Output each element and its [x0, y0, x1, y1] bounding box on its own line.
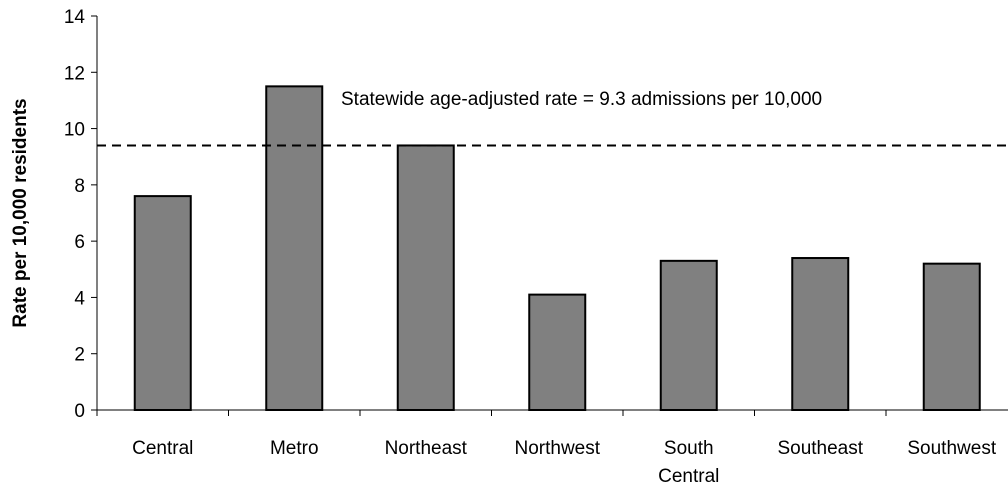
- bar-southeast: [791, 257, 850, 411]
- reference-line-layer: Statewide age-adjusted rate = 9.3 admiss…: [97, 89, 1008, 147]
- x-tick-label: Southeast: [777, 438, 863, 459]
- y-tick-label: 4: [74, 288, 85, 309]
- x-tick-label: Central: [658, 466, 719, 487]
- bar-south-central: [659, 259, 718, 412]
- y-tick-label: 6: [74, 232, 85, 253]
- x-tick-label: Northeast: [385, 438, 468, 459]
- bars-layer: [133, 85, 981, 412]
- y-tick-label: 0: [74, 401, 85, 422]
- x-tick-label: Southwest: [907, 438, 996, 459]
- x-tick-label: Metro: [270, 438, 319, 459]
- y-tick-label: 12: [64, 63, 85, 84]
- y-axis-label: Rate per 10,000 residents: [10, 98, 31, 327]
- y-tick-label: 2: [74, 345, 85, 366]
- y-tick-label: 14: [64, 7, 86, 28]
- statewide-rate-annotation: Statewide age-adjusted rate = 9.3 admiss…: [341, 89, 822, 110]
- y-tick-label: 10: [64, 120, 85, 141]
- x-tick-label: South: [664, 438, 714, 459]
- bar-southwest: [922, 262, 981, 411]
- bar-metro: [265, 85, 324, 411]
- bar-northwest: [528, 293, 587, 411]
- y-tick-label: 8: [74, 176, 85, 197]
- bar-northeast: [396, 144, 455, 411]
- x-tick-label: Central: [132, 438, 193, 459]
- x-tick-label: Northwest: [514, 438, 600, 459]
- axes-layer: 0 2 4 6 8 10 12 14 Central Metro Northeast Northwes…: [64, 7, 1008, 487]
- bar-central: [133, 195, 192, 411]
